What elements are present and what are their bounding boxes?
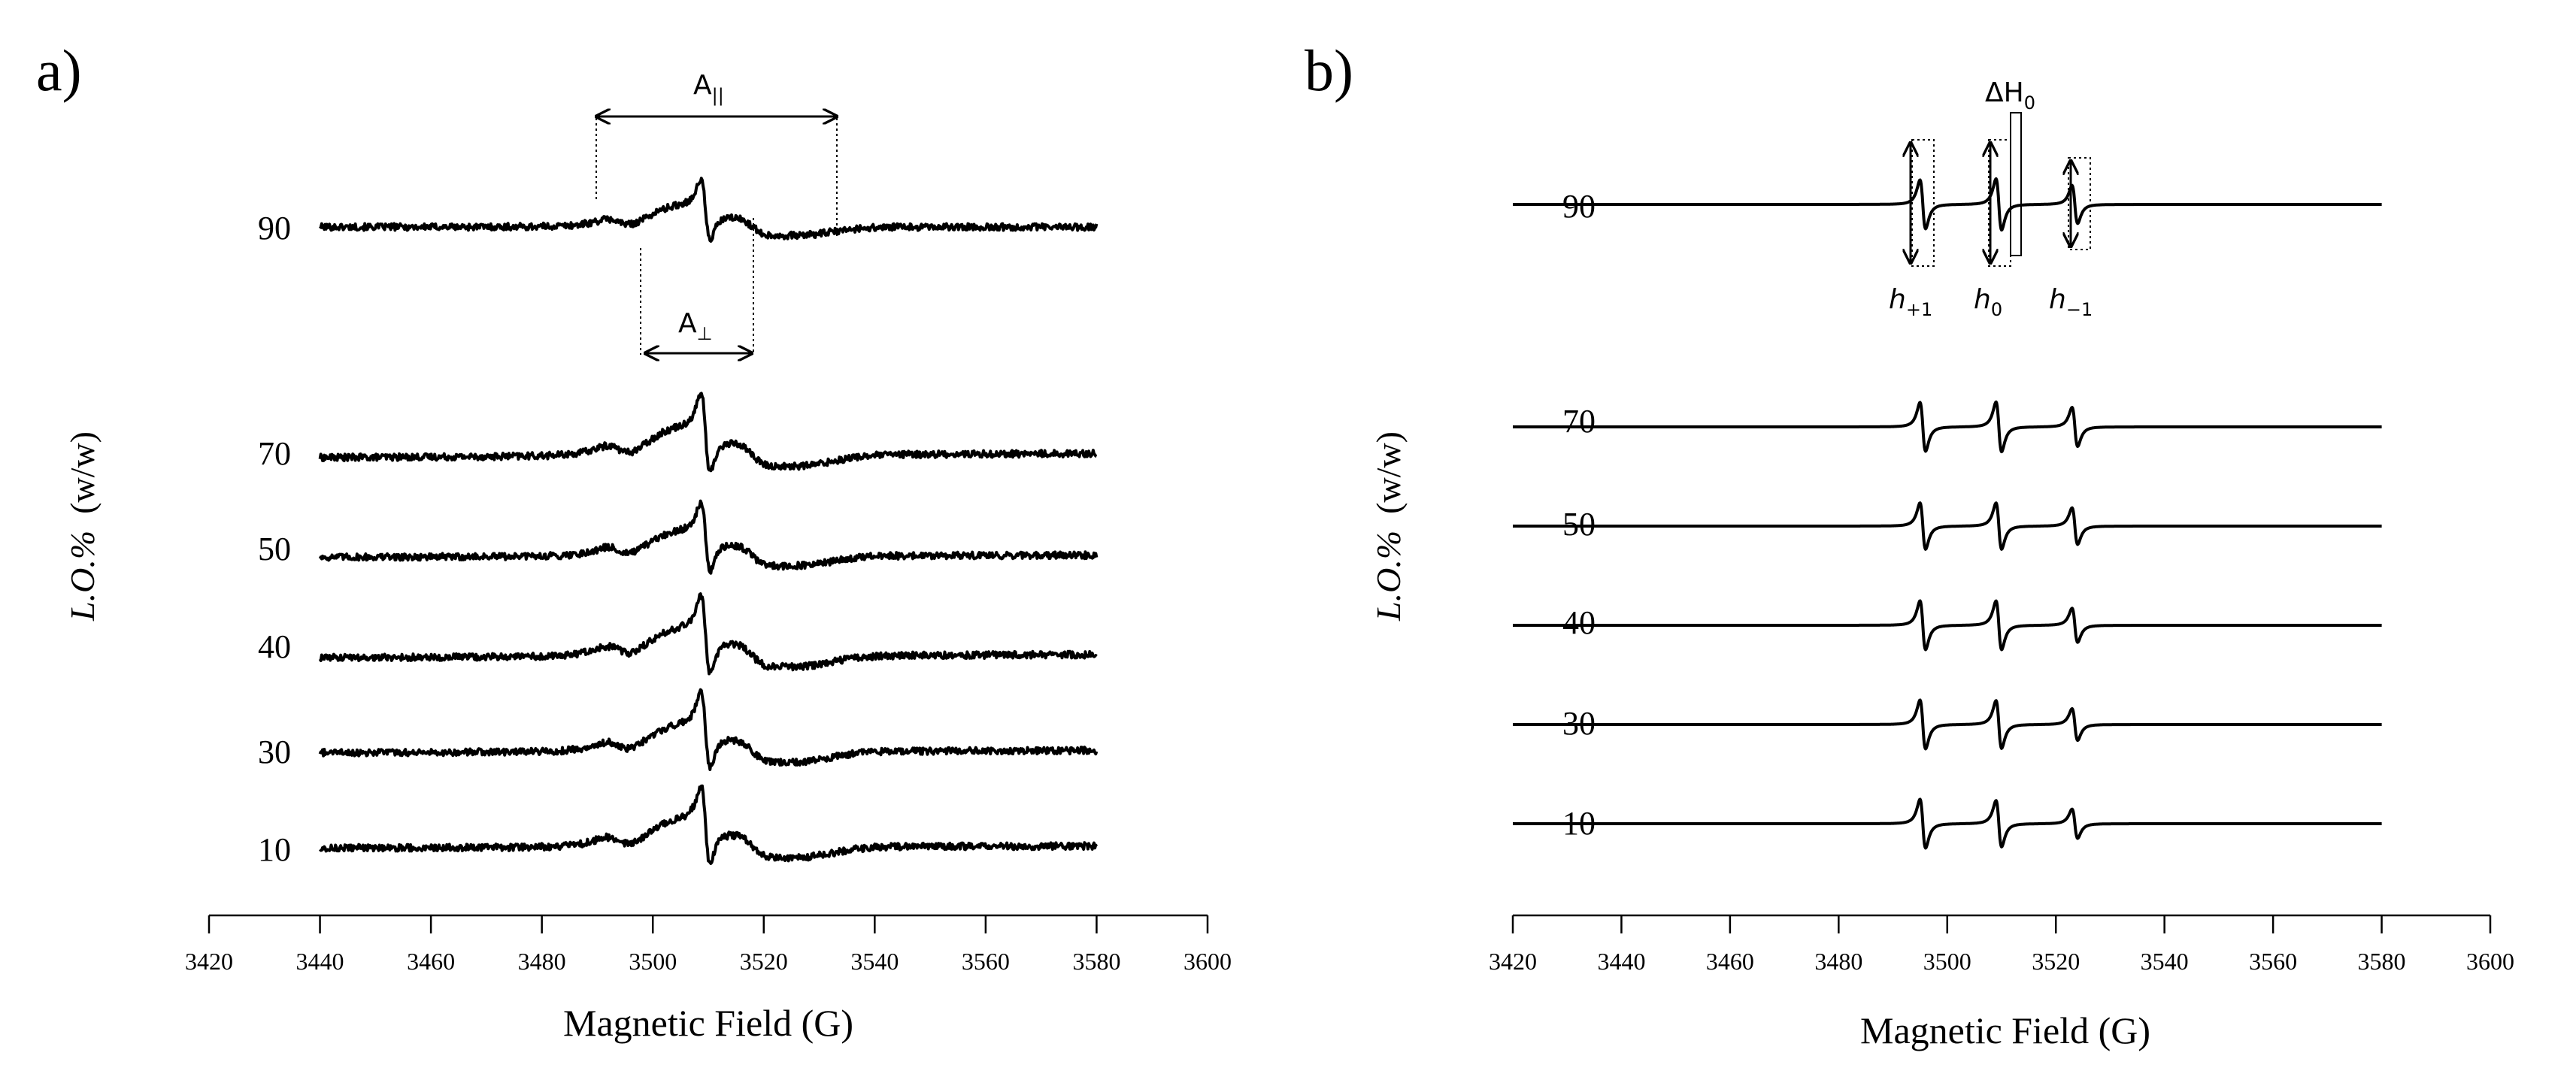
x-tick-label: 3600 [1183,948,1232,975]
x-tick-label: 3540 [850,948,899,975]
panel-b-row-label: 50 [1562,506,1596,543]
panel-a-traces [318,177,1099,865]
spectrum-trace-50 [318,499,1099,575]
x-tick-label: 3460 [407,948,455,975]
panel-b-ticks: 3420 3440 3460 3480 3500 3520 3540 3560 3580 3600 [1489,915,2514,975]
panel-a-row-label: 30 [258,734,291,770]
panel-a-row-labels: 90 70 50 40 30 10 [258,210,291,868]
panel-b-row-label: 40 [1562,604,1596,641]
panel-b-row-labels: 90 70 50 40 30 10 [1562,188,1596,842]
x-tick-label: 3520 [2032,948,2080,975]
panel-b-ylabel-italic: L.O.% [1369,531,1408,622]
panel-b-x-axis-title: Magnetic Field (G) [1860,1009,2150,1051]
x-tick-label: 3420 [185,948,233,975]
h-plus-label: h+1 [1889,284,1932,320]
panel-a-x-axis-title: Magnetic Field (G) [563,1002,853,1044]
simulated-trace-40 [1511,599,2383,652]
spectrum-trace-70 [318,392,1098,473]
h-zero-label: h0 [1974,284,2002,320]
x-tick-label: 3600 [2466,948,2514,975]
a-perp-label: A⊥ [678,308,713,344]
x-tick-label: 3480 [518,948,566,975]
panel-b-y-axis-title: L.O.% (w/w) [1369,431,1408,622]
delta-h-label: ΔH0 [1985,77,2035,113]
panel-a-row-label: 50 [258,531,291,567]
a-parallel-annotation: A|| [596,70,837,239]
x-tick-label: 3440 [1597,948,1645,975]
a-parallel-label: A|| [693,70,724,106]
panel-a-ylabel-italic: L.O.% [63,531,102,622]
x-tick-label: 3460 [1706,948,1754,975]
panel-b-row-label: 90 [1562,188,1596,225]
panel-a-y-axis-title: L.O.% (w/w) [63,431,102,622]
x-tick-label: 3500 [629,948,677,975]
panel-b-x-axis: 3420 3440 3460 3480 3500 3520 3540 3560 3580 3600… [1489,914,2514,1051]
simulated-trace-50 [1511,501,2383,551]
panel-b-row-label: 70 [1562,403,1596,440]
simulated-trace-30 [1511,698,2383,751]
h-minus-label: h−1 [2049,284,2093,320]
x-tick-label: 3440 [296,948,344,975]
svg-text:L.O.% (w/w): L.O.% (w/w) [63,431,102,622]
delta-h-box [2010,112,2022,256]
spectrum-trace-40 [318,592,1098,676]
panel-a-row-label: 90 [258,210,291,247]
panel-b-amplitude-annotations: h+1 h0 h−1 ΔH0 [1889,77,2093,320]
panel-b-ylabel-unit: (w/w) [1369,431,1408,514]
panel-a-ticks: 3420 3440 3460 3480 3500 3520 3540 3560 3580 3600 [185,915,1232,975]
panel-b-traces [1511,177,2383,850]
x-tick-label: 3520 [740,948,788,975]
simulated-trace-70 [1511,400,2383,454]
panel-a: a) L.O.% (w/w) 90 70 50 40 30 10 [36,38,1232,1044]
x-tick-label: 3560 [2249,948,2297,975]
a-perp-annotation: A⊥ [640,218,754,355]
x-tick-label: 3420 [1489,948,1537,975]
panel-b: b) L.O.% (w/w) 90 70 50 40 30 10 [1305,38,2514,1051]
panel-a-row-label: 70 [258,435,291,472]
x-tick-label: 3480 [1814,948,1862,975]
svg-text:L.O.% (w/w): L.O.% (w/w) [1369,431,1408,622]
panel-a-ylabel-unit: (w/w) [63,431,102,514]
spectrum-trace-90 [318,177,1099,243]
simulated-trace-90 [1511,177,2383,232]
panel-a-x-axis: 3420 3440 3460 3480 3500 3520 3540 3560 3580 3600… [185,914,1232,1044]
simulated-trace-10 [1511,797,2383,850]
panel-a-row-label: 10 [258,831,291,868]
spectrum-trace-10 [319,784,1099,865]
x-tick-label: 3560 [962,948,1010,975]
panel-a-row-label: 40 [258,628,291,665]
x-tick-label: 3580 [2358,948,2406,975]
panel-b-label: b) [1305,38,1353,103]
panel-a-label: a) [36,38,82,103]
spectrum-trace-30 [318,688,1099,771]
x-tick-label: 3500 [1923,948,1971,975]
x-tick-label: 3580 [1072,948,1120,975]
x-tick-label: 3540 [2141,948,2189,975]
